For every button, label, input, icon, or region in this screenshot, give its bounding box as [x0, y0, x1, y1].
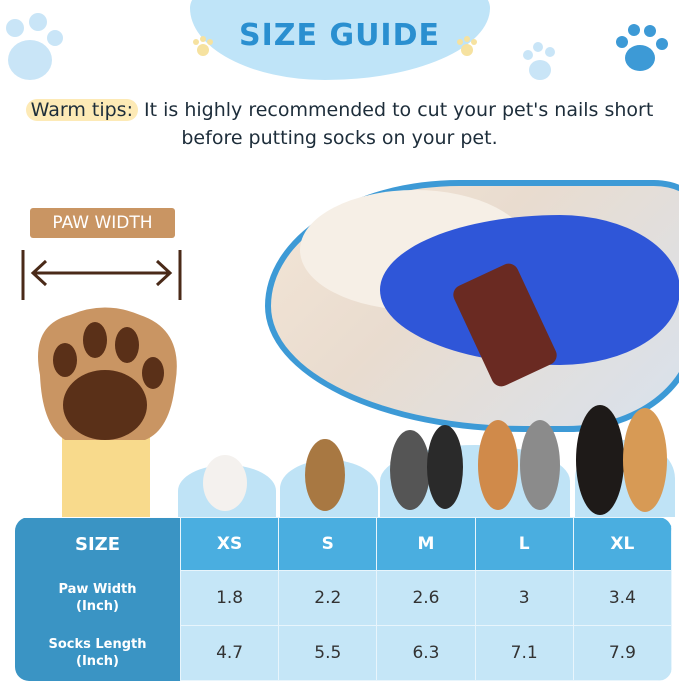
table-cell: 1.8: [179, 570, 280, 626]
row-label-unit: (Inch): [76, 599, 119, 614]
width-arrow-icon: [21, 250, 182, 300]
paw-illustration: [38, 307, 177, 517]
paw-print-icon: [193, 36, 213, 56]
paw-print-icon: [616, 24, 668, 71]
page-title: SIZE GUIDE: [238, 18, 440, 53]
size-table: SIZE XS S M L XL Paw Width (Inch) 1.8 2.2…: [15, 517, 672, 681]
paw-width-label: PAW WIDTH: [30, 208, 175, 238]
table-header-row: SIZE XS S M L XL: [15, 517, 672, 571]
table-cell: 5.5: [278, 625, 378, 681]
warm-tips-label: Warm tips:: [25, 99, 138, 121]
table-cell: 3.4: [572, 570, 672, 626]
size-corner-label: SIZE: [15, 517, 181, 571]
dog-silhouettes: [203, 405, 667, 515]
size-xs: XS: [179, 517, 280, 571]
table-cell: 6.3: [376, 625, 476, 681]
row-label-unit: (Inch): [76, 654, 119, 669]
row-label-line: Socks Length: [48, 637, 147, 652]
table-cell: 4.7: [179, 625, 280, 681]
paw-print-icon: [457, 36, 477, 56]
paw-print-icon: [523, 42, 555, 80]
row-label-socks-length: Socks Length (Inch): [15, 625, 181, 681]
row-label-line: Paw Width: [58, 582, 137, 597]
warm-tips-text: It is highly recommended to cut your pet…: [144, 99, 654, 149]
table-cell: 2.2: [278, 570, 378, 626]
paw-print-icon: [6, 13, 63, 80]
table-row: Paw Width (Inch) 1.8 2.2 2.6 3 3.4: [15, 570, 672, 626]
table-cell: 7.1: [474, 625, 574, 681]
table-cell: 7.9: [572, 625, 672, 681]
size-s: S: [278, 517, 378, 571]
table-cell: 3: [474, 570, 574, 626]
row-label-paw-width: Paw Width (Inch): [15, 570, 181, 626]
table-cell: 2.6: [376, 570, 476, 626]
size-l: L: [474, 517, 574, 571]
warm-tips: Warm tips: It is highly recommended to c…: [0, 96, 679, 152]
size-xl: XL: [572, 517, 672, 571]
size-m: M: [376, 517, 476, 571]
table-row: Socks Length (Inch) 4.7 5.5 6.3 7.1 7.9: [15, 625, 672, 681]
